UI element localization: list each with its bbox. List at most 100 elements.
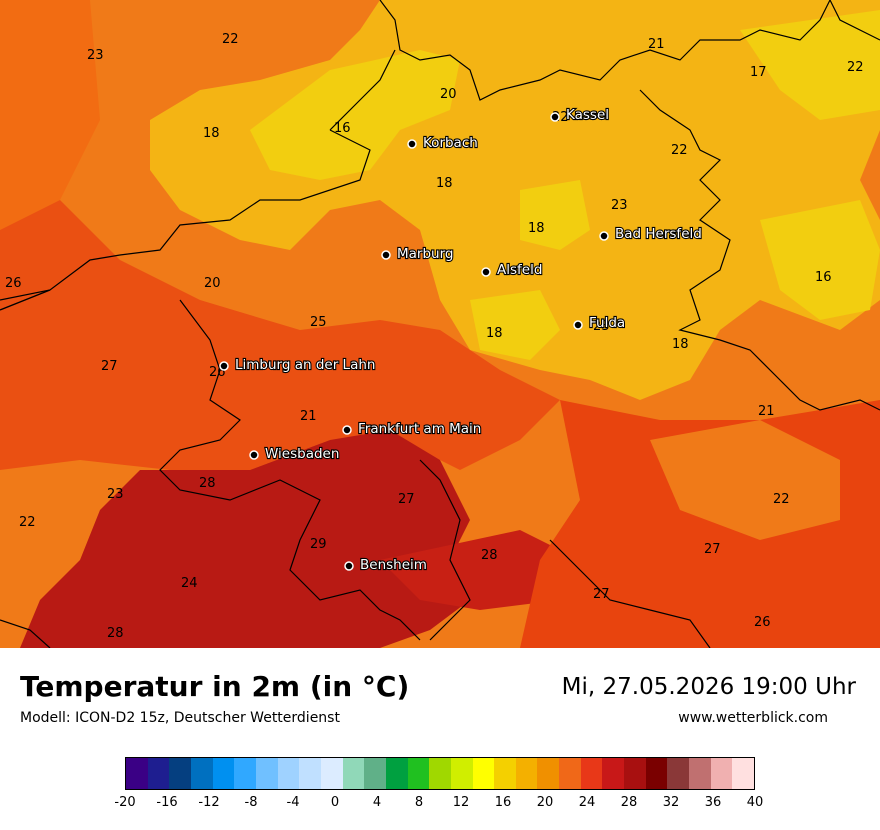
legend-swatch	[667, 758, 690, 789]
legend-tick-label: 4	[372, 795, 382, 810]
value-label: 23	[107, 487, 124, 502]
legend-swatch	[494, 758, 516, 789]
legend-swatch	[407, 758, 430, 789]
value-label: 27	[593, 587, 610, 602]
value-label: 29	[310, 537, 327, 552]
temp-zone-west	[0, 0, 100, 230]
legend-swatch	[364, 758, 386, 789]
legend-swatch	[126, 758, 148, 789]
value-label: 27	[101, 359, 118, 374]
legend-color-bar	[125, 757, 755, 790]
city-dot	[249, 450, 259, 460]
city-bensheim: Bensheim	[344, 556, 428, 574]
legend-swatch	[710, 758, 733, 789]
city-label: Wiesbaden	[265, 446, 339, 462]
temp-zone-cool-5	[470, 290, 560, 360]
city-wiesbaden: Wiesbaden	[249, 445, 341, 463]
city-dot	[481, 267, 491, 277]
legend-tick-label: 16	[494, 795, 512, 810]
value-label: 24	[181, 576, 198, 591]
value-label: 22	[222, 32, 239, 47]
value-label: 22	[773, 492, 790, 507]
legend-swatch	[472, 758, 495, 789]
legend-tick-label: 0	[330, 795, 340, 810]
city-bad-hersfeld: Bad Hersfeld	[599, 225, 703, 243]
legend-swatch	[515, 758, 538, 789]
legend-swatch	[320, 758, 343, 789]
legend-tick-label: -4	[286, 795, 300, 810]
city-label: Kassel	[566, 107, 609, 123]
value-label: 18	[436, 176, 453, 191]
value-label: 21	[758, 404, 775, 419]
temp-zone-cool-2	[740, 10, 880, 120]
legend-swatch	[234, 758, 256, 789]
value-label: 16	[815, 270, 832, 285]
value-label: 23	[611, 198, 628, 213]
legend-tick-label: 20	[536, 795, 554, 810]
value-label: 28	[107, 626, 124, 641]
value-label: 26	[754, 615, 771, 630]
legend-swatch	[624, 758, 646, 789]
forecast-datetime: Mi, 27.05.2026 19:00 Uhr	[561, 674, 856, 700]
value-label: 22	[671, 143, 688, 158]
legend-swatch	[169, 758, 191, 789]
city-marburg: Marburg	[381, 245, 455, 263]
legend-swatch	[429, 758, 451, 789]
map-footer: Temperatur in 2m (in °C) Modell: ICON-D2…	[0, 648, 880, 830]
value-label: 22	[19, 515, 36, 530]
website-link[interactable]: www.wetterblick.com	[678, 710, 828, 726]
value-labels: 22 23 21 17 22 18 16 20 22 22 18 23 18 2…	[5, 32, 864, 641]
city-dot	[407, 139, 417, 149]
value-label: 25	[310, 315, 327, 330]
legend-tick-label: 36	[704, 795, 722, 810]
city-korbach: Korbach	[407, 134, 479, 152]
legend-tick-label: 8	[414, 795, 424, 810]
temp-zone-hot	[20, 430, 470, 648]
city-dot	[550, 112, 560, 122]
value-label: 18	[528, 221, 545, 236]
city-limburg: Limburg an der Lahn	[219, 356, 377, 374]
city-markers: Kassel Korbach Bad Hersfeld Marburg Alsf…	[219, 106, 703, 574]
temp-zone-hot-2	[380, 530, 580, 610]
value-label: 23	[87, 48, 104, 63]
legend-tick-label: 28	[620, 795, 638, 810]
legend-swatch	[450, 758, 473, 789]
value-label: 18	[203, 126, 220, 141]
legend-swatch	[689, 758, 711, 789]
legend-swatch	[385, 758, 408, 789]
value-label: 22	[847, 60, 864, 75]
legend-tick-label: -12	[198, 795, 220, 810]
value-label: 18	[672, 337, 689, 352]
city-dot	[342, 425, 352, 435]
city-fulda: Fulda	[573, 314, 626, 332]
country-border	[0, 289, 51, 311]
value-label: 28	[199, 476, 216, 491]
legend-swatch	[645, 758, 668, 789]
city-dot	[219, 361, 229, 371]
color-legend	[125, 757, 755, 790]
legend-swatch	[212, 758, 235, 789]
state-borders	[0, 0, 880, 648]
value-label: 21	[300, 409, 317, 424]
value-label: 27	[398, 492, 415, 507]
legend-tick-label: -16	[156, 795, 178, 810]
legend-swatch	[580, 758, 603, 789]
value-label: 26	[5, 276, 22, 291]
value-label: 16	[334, 121, 351, 136]
city-alsfeld: Alsfeld	[481, 261, 544, 279]
temp-zone-cool-3	[760, 200, 880, 320]
legend-tick-label: 40	[746, 795, 764, 810]
city-frankfurt: Frankfurt am Main	[342, 420, 482, 438]
value-label: 27	[704, 542, 721, 557]
legend-swatch	[299, 758, 321, 789]
temperature-map: 22 23 21 17 22 18 16 20 22 22 18 23 18 2…	[0, 0, 880, 648]
legend-swatch	[255, 758, 278, 789]
city-dot	[381, 250, 391, 260]
temp-zone-cool-1	[250, 50, 460, 180]
temp-zone-southeast-light	[650, 420, 840, 540]
city-label: Bensheim	[360, 557, 427, 573]
legend-swatch	[732, 758, 755, 789]
city-label: Korbach	[423, 135, 478, 151]
value-label: 23	[593, 319, 610, 334]
city-dot	[344, 561, 354, 571]
